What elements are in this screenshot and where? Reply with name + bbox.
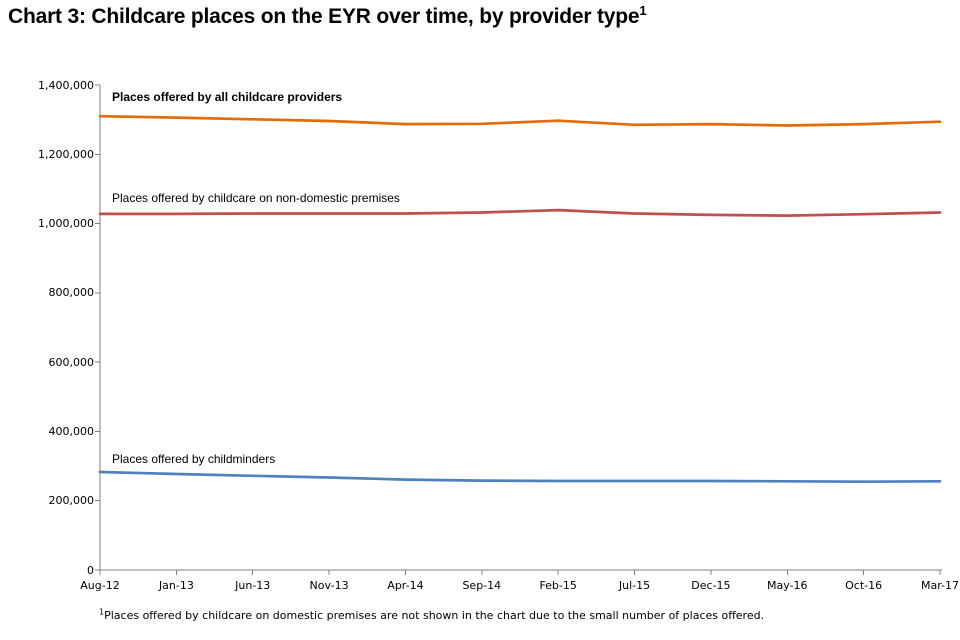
x-tick-label: Jan-13 (158, 579, 194, 592)
series-line-0 (98, 114, 942, 127)
footnote-marker: 1 (99, 607, 105, 617)
y-tick-label: 1,200,000 (38, 147, 94, 161)
x-tick-label: Nov-13 (309, 579, 349, 592)
y-tick-label: 1,000,000 (38, 217, 94, 231)
x-tick-label: Jul-15 (618, 579, 651, 592)
series-line-2 (98, 470, 942, 484)
x-tick-label: Aug-12 (80, 579, 120, 592)
x-tick-label: Oct-16 (845, 579, 883, 592)
x-tick-label: Jun-13 (235, 579, 271, 592)
y-tick-label: 200,000 (48, 494, 95, 508)
y-tick-label: 800,000 (48, 286, 95, 300)
chart-title-text: Chart 3: Childcare places on the EYR ove… (8, 5, 640, 28)
x-tick-label: May-16 (767, 579, 808, 592)
chart-title: Chart 3: Childcare places on the EYR ove… (8, 3, 647, 29)
y-tick-label: 0 (87, 563, 94, 577)
x-tick-label: Feb-15 (539, 579, 577, 592)
y-tick-label: 1,400,000 (38, 78, 94, 92)
footnote-text: Places offered by childcare on domestic … (104, 609, 765, 622)
series-line-1 (98, 208, 942, 217)
x-tick-label: Apr-14 (387, 579, 424, 592)
series-label-non-domestic-premises: Places offered by childcare on non-domes… (112, 191, 400, 205)
y-tick-label: 600,000 (48, 355, 95, 369)
x-tick-label: Mar-17 (920, 579, 960, 592)
series-label-all-childcare-providers: Places offered by all childcare provider… (112, 90, 343, 104)
title-footnote-marker: 1 (639, 3, 647, 18)
y-tick-label: 400,000 (48, 424, 95, 438)
footnote: 1Places offered by childcare on domestic… (99, 608, 764, 623)
series-label-childminders: Places offered by childminders (112, 452, 276, 466)
x-tick-label: Dec-15 (691, 579, 731, 592)
x-tick-label: Sep-14 (462, 579, 502, 592)
